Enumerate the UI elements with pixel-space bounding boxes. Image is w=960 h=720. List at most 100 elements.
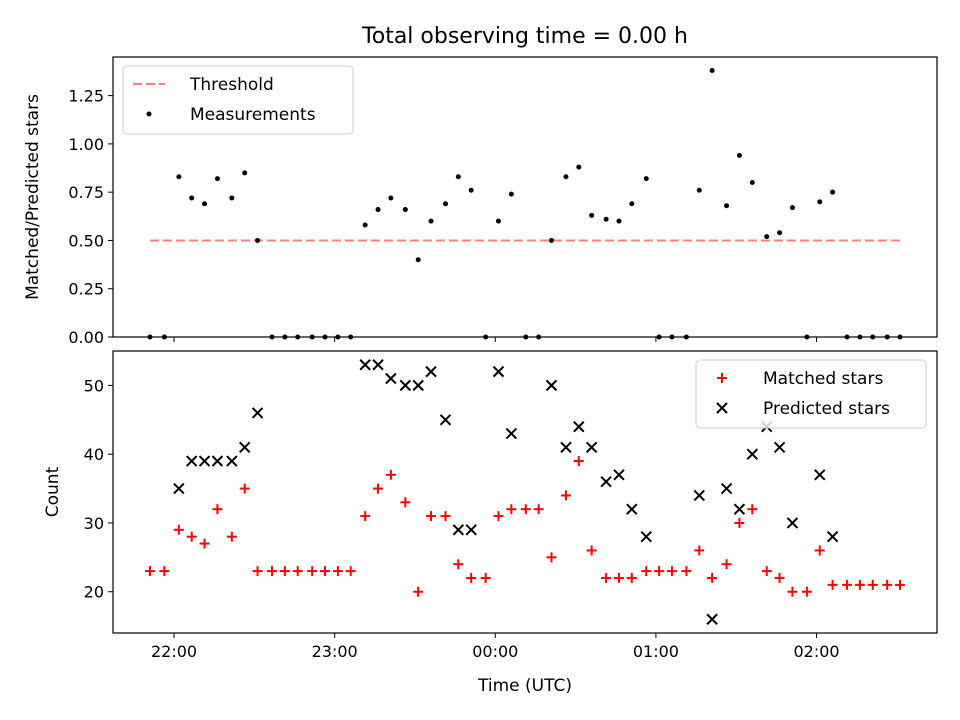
x-tick-label: 00:00 — [472, 642, 518, 661]
matched-star-point — [226, 531, 237, 542]
legend-box — [122, 65, 354, 135]
predicted-star-point — [706, 613, 718, 625]
predicted-star-point — [720, 482, 733, 495]
matched-star-point — [144, 566, 155, 577]
legend-label: Threshold — [189, 75, 274, 95]
measurement-point — [789, 205, 795, 211]
predicted-star-point — [425, 365, 437, 378]
matched-star-point — [426, 511, 437, 522]
x-tick-label: 01:00 — [633, 642, 679, 661]
matched-star-point — [801, 586, 812, 597]
matched-star-point — [279, 566, 290, 577]
y-tick-label: 1.00 — [68, 135, 104, 154]
measurement-point — [388, 195, 394, 201]
measurement-point — [844, 334, 850, 340]
y-tick-label: 1.25 — [68, 87, 104, 106]
y-axis-label: Matched/Predicted stars — [23, 94, 43, 300]
measurement-point — [536, 334, 542, 340]
measurement-point — [603, 216, 609, 222]
predicted-star-point — [412, 379, 424, 392]
measurement-point — [242, 170, 248, 176]
measurement-point — [442, 201, 448, 207]
legend-marker-swatch — [717, 373, 727, 383]
measurement-point — [508, 191, 514, 197]
matched-star-point — [707, 572, 718, 583]
x-axis-label: Time (UTC) — [477, 676, 572, 696]
matched-star-point — [506, 504, 517, 515]
matched-star-point — [613, 572, 624, 583]
matched-star-point — [666, 566, 677, 577]
measurement-point — [295, 334, 301, 340]
measurement-point — [309, 334, 315, 340]
measurement-point — [563, 174, 569, 180]
measurement-point — [214, 176, 220, 182]
matched-star-point — [186, 531, 197, 542]
measurement-point — [415, 257, 421, 263]
y-tick-label: 20 — [84, 583, 104, 602]
matched-star-point — [747, 504, 758, 515]
measurement-point — [402, 207, 408, 213]
measurement-point — [176, 174, 182, 180]
predicted-star-point — [226, 455, 238, 467]
measurement-point — [724, 203, 730, 209]
matched-star-point — [400, 497, 411, 508]
matched-star-point — [546, 552, 557, 563]
predicted-star-point — [385, 372, 397, 385]
measurement-point — [202, 201, 208, 207]
predicted-star-point — [211, 455, 224, 467]
measurement-point — [322, 334, 328, 340]
measurement-point — [161, 334, 167, 340]
measurement-point — [830, 189, 836, 195]
matched-star-point — [626, 572, 637, 583]
predicted-star-point — [585, 441, 598, 453]
matched-star-point — [654, 566, 665, 577]
matched-star-point — [345, 566, 356, 577]
matched-star-point — [267, 566, 278, 577]
matched-star-point — [493, 511, 504, 522]
matched-star-point — [453, 559, 464, 570]
matched-star-point — [159, 566, 170, 577]
measurement-point — [764, 234, 770, 240]
measurement-point — [576, 164, 582, 170]
predicted-star-point — [733, 503, 746, 515]
measurement-point — [616, 218, 622, 224]
predicted-star-point — [786, 517, 799, 529]
matched-star-point — [681, 566, 692, 577]
predicted-star-point — [439, 414, 452, 426]
matched-star-point — [373, 483, 384, 494]
measurement-point — [736, 152, 742, 158]
matched-star-point — [385, 469, 396, 480]
matched-star-point — [573, 456, 584, 467]
predicted-star-point — [372, 359, 384, 371]
matched-star-point — [842, 579, 853, 590]
measurement-point — [749, 180, 755, 186]
y-tick-label: 50 — [84, 376, 104, 395]
predicted-star-point — [826, 531, 839, 543]
predicted-star-point — [814, 469, 826, 481]
legend-measurement-swatch — [146, 111, 152, 117]
measurement-point — [870, 334, 876, 340]
measurement-point — [255, 237, 261, 243]
y-axis-label: Count — [43, 466, 63, 517]
matched-star-point — [292, 566, 303, 577]
matched-star-point — [641, 566, 652, 577]
measurement-point — [523, 334, 529, 340]
legend-label: Measurements — [190, 105, 316, 125]
matched-star-point — [440, 511, 451, 522]
matched-star-point — [761, 566, 772, 577]
matched-star-point — [320, 566, 331, 577]
measurement-point — [348, 334, 354, 340]
chart-title: Total observing time = 0.00 h — [361, 24, 688, 49]
matched-star-point — [882, 579, 893, 590]
measurement-point — [589, 212, 595, 218]
measurement-point — [777, 230, 783, 236]
legend-label: Matched stars — [763, 369, 883, 389]
matched-star-point — [413, 586, 424, 597]
predicted-star-point — [560, 441, 572, 453]
predicted-star-point — [545, 379, 558, 392]
matched-star-point — [332, 566, 343, 577]
y-tick-label: 0.75 — [68, 183, 104, 202]
y-tick-label: 0.50 — [68, 231, 104, 250]
measurement-point — [656, 334, 662, 340]
matched-star-point — [533, 504, 544, 515]
